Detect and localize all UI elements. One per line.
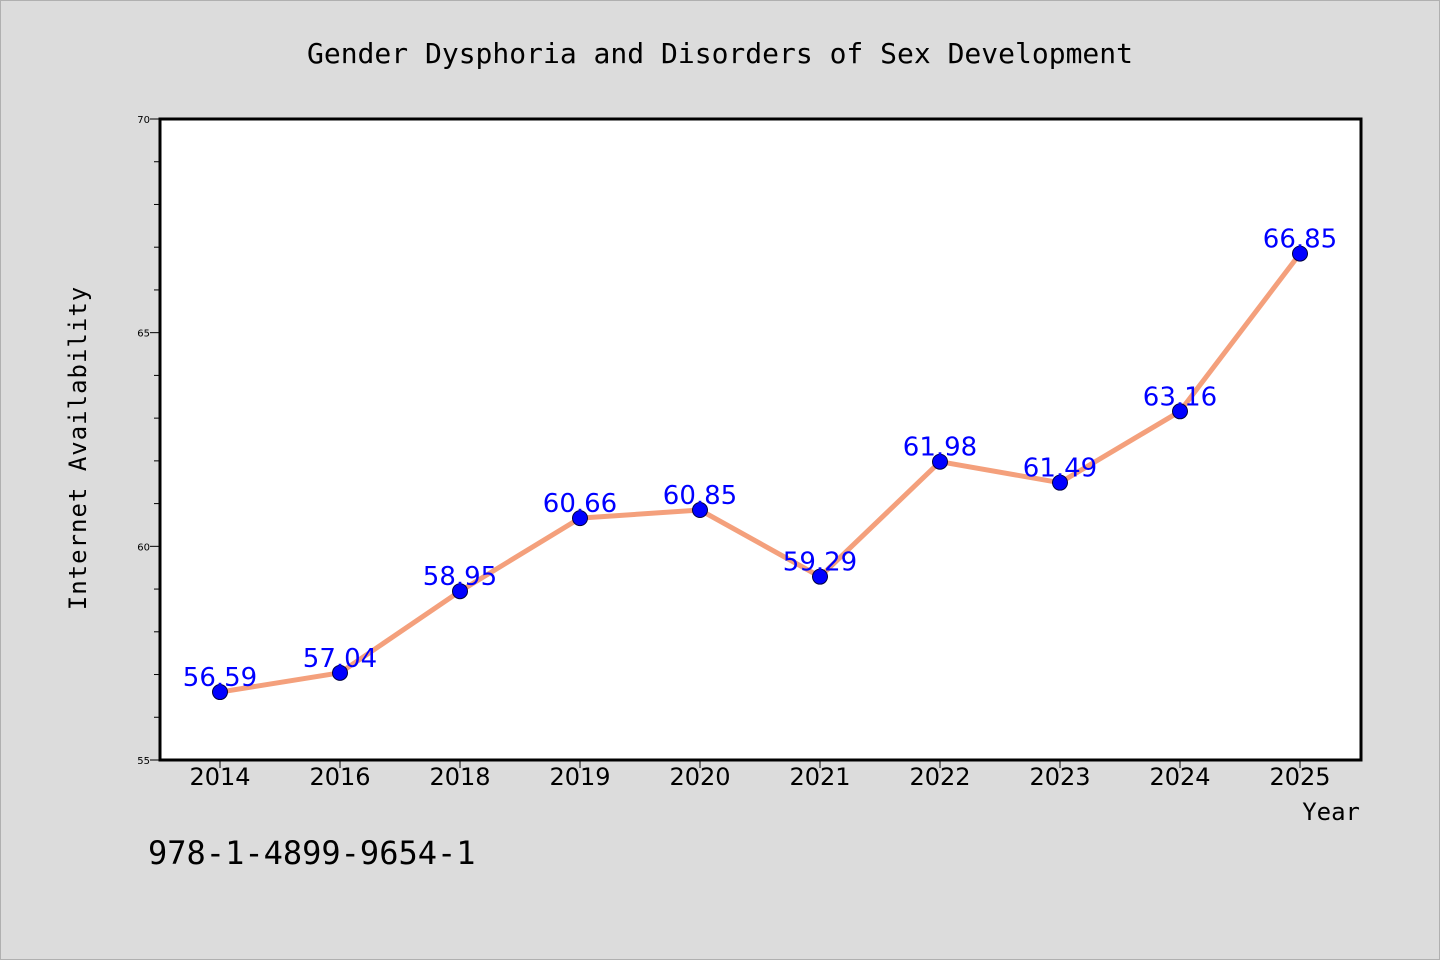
data-label: 60.66 (543, 489, 617, 519)
chart-title: Gender Dysphoria and Disorders of Sex De… (307, 37, 1133, 70)
data-point (452, 583, 468, 600)
data-point (1172, 403, 1188, 420)
isbn-footer: 978-1-4899-9654-1 (148, 834, 476, 872)
y-tick-label: 55 (137, 756, 150, 767)
x-axis-label: Year (1302, 798, 1360, 826)
data-point (572, 510, 588, 527)
data-label: 59.29 (783, 548, 857, 578)
data-label: 56.59 (183, 663, 257, 693)
x-tick-label: 2023 (1029, 763, 1090, 791)
data-point (332, 664, 348, 681)
x-tick-label: 2018 (429, 763, 490, 791)
series-markers (212, 245, 1308, 701)
data-point (692, 502, 708, 519)
x-tick-label: 2014 (189, 763, 250, 791)
data-label: 57.04 (303, 644, 377, 674)
data-point (812, 568, 828, 585)
x-axis: 2014 2016 2018 2019 2020 2021 2022 2023 2024 2025 (189, 760, 1331, 791)
x-tick-label: 2021 (789, 763, 850, 791)
y-tick-label: 65 (137, 329, 150, 340)
x-tick-label: 2019 (549, 763, 610, 791)
y-tick-label: 70 (137, 115, 150, 126)
x-tick-label: 2024 (1149, 763, 1210, 791)
data-label: 61.98 (903, 433, 977, 463)
data-label: 66.85 (1263, 225, 1337, 255)
data-point (1292, 245, 1308, 262)
x-tick-label: 2020 (669, 763, 730, 791)
x-tick-label: 2022 (909, 763, 970, 791)
series-line (219, 252, 1302, 695)
data-point (1052, 474, 1068, 491)
data-point (212, 684, 228, 701)
y-axis-label: Internet Availability (64, 286, 92, 610)
x-tick-label: 2016 (309, 763, 370, 791)
data-label: 61.49 (1023, 454, 1097, 484)
data-label: 60.85 (663, 481, 737, 511)
data-label: 58.95 (423, 562, 497, 592)
data-label: 63.16 (1143, 382, 1217, 412)
y-tick-label: 60 (137, 542, 150, 553)
data-labels: 56.59 57.04 58.95 60.66 60.85 59.29 61.98 61.49… (183, 225, 1337, 693)
x-tick-label: 2025 (1269, 763, 1330, 791)
data-point (932, 453, 948, 470)
y-axis: 55 60 65 70 (137, 115, 160, 767)
plot-area (158, 117, 1363, 762)
